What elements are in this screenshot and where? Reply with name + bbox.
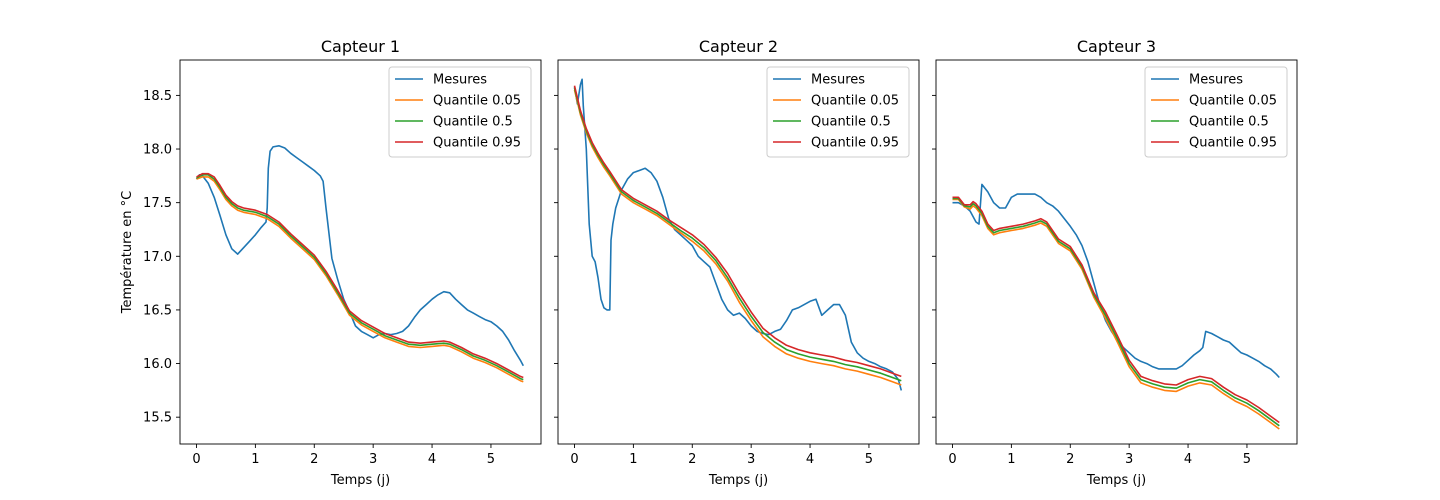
- x-tick-label: 3: [369, 452, 377, 467]
- series-line-mesures: [573, 78, 903, 391]
- y-tick-label: 15.5: [143, 411, 172, 426]
- legend-box: [766, 66, 910, 158]
- y-tick-label: 17.5: [143, 196, 172, 211]
- series-line-quantile-0-05: [952, 198, 1280, 430]
- x-tick-label: 5: [487, 452, 495, 467]
- series-line-quantile-0-5: [952, 197, 1280, 427]
- y-tick-label: 16.0: [143, 357, 172, 372]
- series-line-quantile-0-95: [952, 196, 1280, 424]
- series-line-mesures: [195, 145, 525, 367]
- legend-label: Quantile 0.05: [1189, 94, 1277, 109]
- series-line-quantile-0-5: [196, 174, 524, 381]
- series-line-mesures: [952, 183, 1280, 379]
- legend: Mesures Quantile 0.05 Quantile 0.5 Quantile…: [766, 66, 910, 158]
- y-tick-label: 18.5: [143, 89, 172, 104]
- x-tick-label: 0: [948, 452, 956, 467]
- subplot-title: Capteur 3: [1077, 37, 1156, 56]
- x-tick-label: 3: [747, 452, 755, 467]
- legend-label: Mesures: [433, 73, 487, 88]
- series-line-quantile-0-95: [196, 172, 524, 379]
- legend-label: Quantile 0.5: [811, 115, 891, 130]
- legend-box: [1144, 66, 1288, 158]
- legend: Mesures Quantile 0.05 Quantile 0.5 Quantile…: [1144, 66, 1288, 158]
- legend: Mesures Quantile 0.05 Quantile 0.5 Quantile…: [388, 66, 532, 158]
- legend-label: Quantile 0.95: [811, 136, 899, 151]
- x-tick-label: 1: [251, 452, 259, 467]
- legend-label: Mesures: [811, 73, 865, 88]
- y-tick-label: 16.5: [143, 303, 172, 318]
- subplot-3: 0 1 2 3 4 5 Capteur 3 Temps (j) Mesures Quantile …: [932, 37, 1298, 488]
- subplot-title: Capteur 1: [321, 37, 400, 56]
- plot-lines: [195, 145, 525, 383]
- plot-lines: [952, 183, 1280, 430]
- x-tick-label: 0: [570, 452, 578, 467]
- x-tick-label: 0: [192, 452, 200, 467]
- legend-label: Quantile 0.5: [1189, 115, 1269, 130]
- x-tick-label: 2: [1066, 452, 1074, 467]
- axes-frame: [179, 59, 542, 445]
- x-tick-label: 3: [1125, 452, 1133, 467]
- legend-label: Quantile 0.95: [1189, 136, 1277, 151]
- x-tick-label: 4: [806, 452, 814, 467]
- subplot-title: Capteur 2: [699, 37, 778, 56]
- legend-label: Mesures: [1189, 73, 1243, 88]
- axes-frame: [557, 59, 920, 445]
- series-line-quantile-0-5: [573, 87, 902, 382]
- legend-label: Quantile 0.05: [433, 94, 521, 109]
- x-axis-label: Temps (j): [1086, 473, 1146, 488]
- plot-lines: [573, 78, 903, 391]
- y-axis-label: Température en °C: [120, 191, 135, 314]
- y-tick-label: 18.0: [143, 143, 172, 158]
- series-line-quantile-0-05: [573, 89, 902, 386]
- legend-label: Quantile 0.05: [811, 94, 899, 109]
- x-tick-label: 2: [688, 452, 696, 467]
- x-axis-label: Temps (j): [330, 473, 390, 488]
- series-line-quantile-0-95: [573, 85, 902, 378]
- y-tick-label: 17.0: [143, 250, 172, 265]
- x-tick-label: 1: [1007, 452, 1015, 467]
- x-tick-label: 4: [428, 452, 436, 467]
- axes-frame: [935, 59, 1298, 445]
- subplot-2: 0 1 2 3 4 5 Capteur 2 Temps (j) Mesures Quantile …: [554, 37, 920, 488]
- subplot-1: 0 1 2 3 4 5 15.5 16.0 16.5 17.0 17.5 18.0 18.5 Capteu…: [120, 37, 542, 488]
- x-axis-label: Temps (j): [708, 473, 768, 488]
- x-tick-label: 5: [1243, 452, 1251, 467]
- x-tick-label: 1: [629, 452, 637, 467]
- x-tick-label: 2: [310, 452, 318, 467]
- x-tick-label: 5: [865, 452, 873, 467]
- series-line-quantile-0-05: [196, 176, 524, 383]
- legend-label: Quantile 0.95: [433, 136, 521, 151]
- legend-box: [388, 66, 532, 158]
- legend-label: Quantile 0.5: [433, 115, 513, 130]
- x-tick-label: 4: [1184, 452, 1192, 467]
